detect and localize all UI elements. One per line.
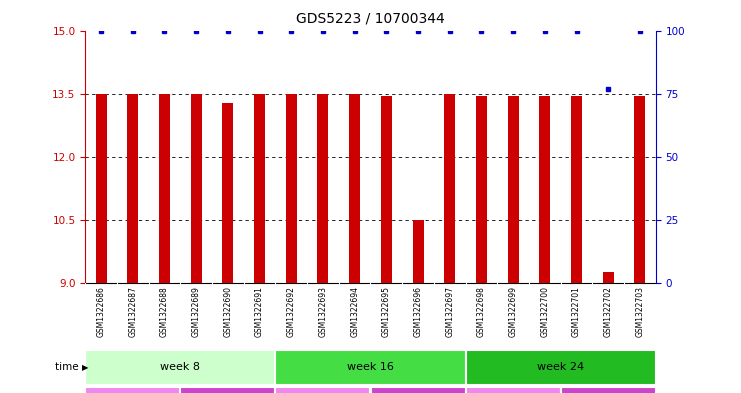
- Bar: [85, 350, 276, 385]
- Bar: [127, 94, 139, 283]
- Bar: [276, 350, 465, 385]
- Text: GSM1322697: GSM1322697: [445, 286, 454, 337]
- Text: GSM1322701: GSM1322701: [572, 286, 581, 337]
- Bar: [349, 94, 360, 283]
- Text: GDS5223 / 10700344: GDS5223 / 10700344: [296, 12, 445, 26]
- Text: GSM1322693: GSM1322693: [319, 286, 328, 337]
- Text: GSM1322686: GSM1322686: [96, 286, 105, 337]
- Bar: [159, 94, 170, 283]
- Bar: [476, 96, 487, 283]
- Bar: [317, 94, 328, 283]
- Text: GSM1322694: GSM1322694: [350, 286, 359, 337]
- Bar: [222, 103, 233, 283]
- Text: GSM1322695: GSM1322695: [382, 286, 391, 337]
- Text: GSM1322698: GSM1322698: [477, 286, 486, 337]
- Bar: [465, 350, 656, 385]
- Bar: [444, 94, 455, 283]
- Text: ▶: ▶: [82, 363, 88, 372]
- Text: GSM1322703: GSM1322703: [636, 286, 645, 337]
- Bar: [539, 96, 551, 283]
- Bar: [634, 96, 645, 283]
- Text: week 8: week 8: [160, 362, 200, 373]
- Text: GSM1322699: GSM1322699: [508, 286, 518, 337]
- Bar: [286, 94, 297, 283]
- Text: GSM1322700: GSM1322700: [540, 286, 549, 337]
- Text: GSM1322687: GSM1322687: [128, 286, 137, 337]
- Bar: [465, 387, 561, 393]
- Text: GSM1322688: GSM1322688: [160, 286, 169, 337]
- Bar: [190, 94, 202, 283]
- Text: week 24: week 24: [537, 362, 584, 373]
- Text: time: time: [55, 362, 82, 373]
- Text: GSM1322690: GSM1322690: [223, 286, 233, 337]
- Bar: [508, 96, 519, 283]
- Bar: [370, 387, 465, 393]
- Text: week 16: week 16: [347, 362, 394, 373]
- Text: GSM1322689: GSM1322689: [192, 286, 201, 337]
- Bar: [602, 272, 614, 283]
- Bar: [180, 387, 276, 393]
- Bar: [413, 220, 424, 283]
- Bar: [561, 387, 656, 393]
- Bar: [96, 94, 107, 283]
- Text: GSM1322696: GSM1322696: [413, 286, 422, 337]
- Bar: [254, 94, 265, 283]
- Text: GSM1322691: GSM1322691: [255, 286, 264, 337]
- Bar: [85, 387, 180, 393]
- Bar: [276, 387, 370, 393]
- Text: GSM1322702: GSM1322702: [604, 286, 613, 337]
- Bar: [571, 96, 582, 283]
- Bar: [381, 96, 392, 283]
- Text: GSM1322692: GSM1322692: [287, 286, 296, 337]
